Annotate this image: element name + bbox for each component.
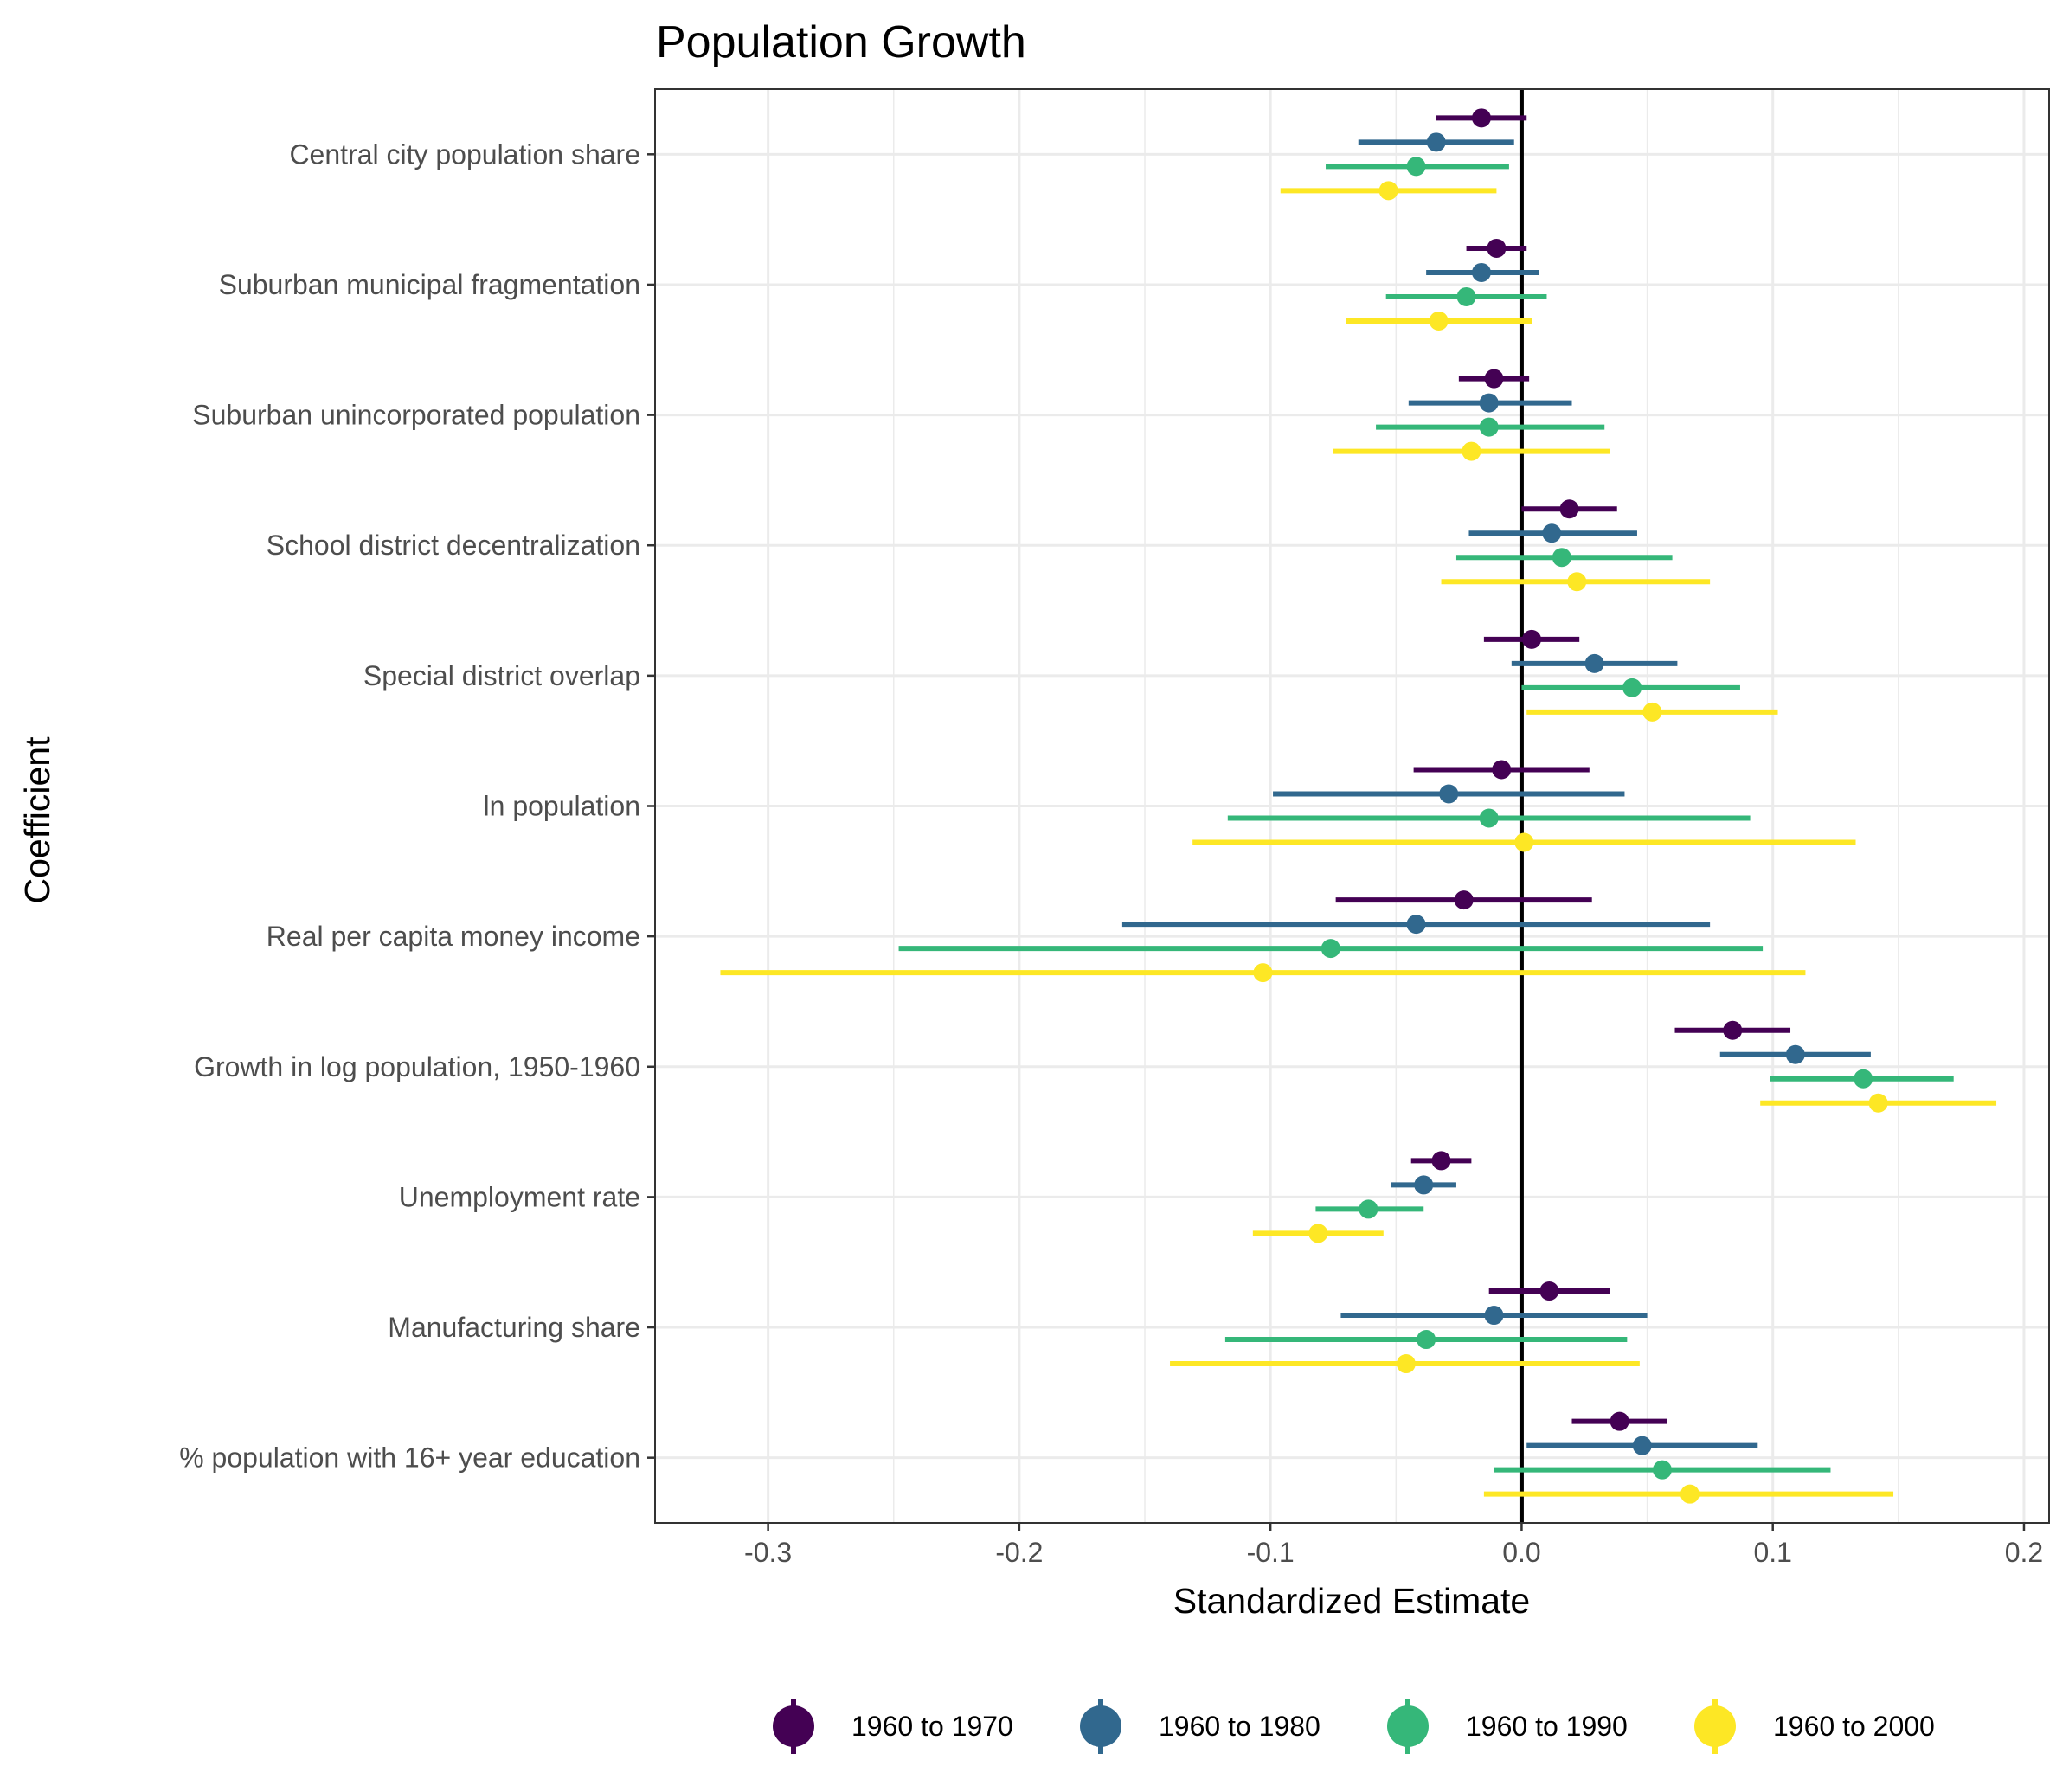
legend-label: 1960 to 1990 xyxy=(1466,1711,1628,1742)
point-estimate xyxy=(1552,548,1571,568)
y-tick-label: Special district overlap xyxy=(363,660,640,691)
point-estimate xyxy=(1854,1069,1873,1089)
point-estimate xyxy=(1426,132,1446,152)
point-estimate xyxy=(1439,784,1459,804)
point-estimate xyxy=(1785,1044,1805,1064)
legend-item-4: 1960 to 2000 xyxy=(1694,1699,1935,1754)
y-tick-label: Real per capita money income xyxy=(267,921,640,952)
point-estimate xyxy=(1414,1175,1434,1195)
axis-layer: -0.3 -0.2 -0.1 0.0 0.1 0.2 Central city popula… xyxy=(179,138,2043,1568)
point-estimate xyxy=(1868,1093,1888,1113)
point-estimate xyxy=(1471,108,1491,128)
legend-key-point xyxy=(1387,1705,1429,1747)
y-tick-label: Central city population share xyxy=(289,138,640,170)
legend-item-1: 1960 to 1970 xyxy=(773,1699,1013,1754)
point-estimate xyxy=(1378,181,1398,201)
series-4 xyxy=(720,181,1997,1504)
point-estimate xyxy=(1462,441,1481,461)
point-estimate xyxy=(1479,393,1499,413)
point-estimate xyxy=(1542,523,1562,543)
y-tick-label: % population with 16+ year education xyxy=(179,1442,640,1474)
point-estimate xyxy=(1253,963,1273,983)
x-tick-label: 0.2 xyxy=(2005,1537,2043,1568)
point-estimate xyxy=(1417,1330,1436,1350)
point-estimate xyxy=(1584,653,1604,673)
point-estimate xyxy=(1610,1411,1629,1431)
grid-layer xyxy=(655,89,2049,1523)
point-estimate xyxy=(1431,1151,1451,1171)
point-estimate xyxy=(1723,1020,1743,1040)
x-tick-label: 0.0 xyxy=(1502,1537,1540,1568)
legend-label: 1960 to 1980 xyxy=(1159,1711,1320,1742)
x-tick-label: -0.1 xyxy=(1247,1537,1295,1568)
point-estimate xyxy=(1487,238,1507,258)
y-tick-label: Suburban municipal fragmentation xyxy=(219,269,640,300)
y-tick-label: Growth in log population, 1950-1960 xyxy=(194,1051,640,1082)
legend-label: 1960 to 2000 xyxy=(1773,1711,1935,1742)
point-estimate xyxy=(1492,760,1512,780)
point-estimate xyxy=(1567,572,1587,592)
y-tick-label: Unemployment rate xyxy=(399,1181,640,1212)
y-tick-label: ln population xyxy=(484,791,640,822)
point-estimate xyxy=(1320,939,1340,959)
point-estimate xyxy=(1652,1460,1672,1480)
point-estimate xyxy=(1514,832,1534,852)
point-estimate xyxy=(1522,629,1542,649)
x-tick-label: -0.2 xyxy=(995,1537,1043,1568)
legend-key-point xyxy=(773,1705,814,1747)
point-estimate xyxy=(1479,808,1499,828)
x-axis-title: Standardized Estimate xyxy=(1173,1581,1531,1621)
legend-label: 1960 to 1970 xyxy=(851,1711,1013,1742)
y-axis-title: Coefficient xyxy=(17,736,57,904)
point-estimate xyxy=(1454,890,1474,910)
y-tick-label: School district decentralization xyxy=(267,530,640,561)
point-estimate xyxy=(1484,1306,1504,1326)
point-estimate xyxy=(1308,1224,1328,1243)
x-tick-label: 0.1 xyxy=(1753,1537,1791,1568)
chart-title: Population Growth xyxy=(656,17,1026,67)
point-estimate xyxy=(1484,369,1504,389)
point-estimate xyxy=(1642,702,1662,722)
legend-item-3: 1960 to 1990 xyxy=(1387,1699,1628,1754)
point-estimate xyxy=(1559,499,1579,519)
point-estimate xyxy=(1539,1281,1559,1301)
point-estimate xyxy=(1406,915,1426,935)
y-tick-label: Suburban unincorporated population xyxy=(192,400,640,431)
x-tick-label: -0.3 xyxy=(744,1537,792,1568)
series-2 xyxy=(1121,132,1871,1455)
legend-key-point xyxy=(1694,1705,1736,1747)
point-estimate xyxy=(1479,417,1499,437)
series-3 xyxy=(898,157,1954,1480)
point-estimate xyxy=(1359,1199,1378,1219)
marks-layer xyxy=(720,108,1997,1504)
point-estimate xyxy=(1680,1484,1700,1504)
point-estimate xyxy=(1632,1436,1652,1455)
point-estimate xyxy=(1456,286,1476,306)
legend-item-2: 1960 to 1980 xyxy=(1080,1699,1320,1754)
series-1 xyxy=(1335,108,1791,1431)
point-estimate xyxy=(1406,157,1426,177)
legend-key-point xyxy=(1080,1705,1121,1747)
y-tick-label: Manufacturing share xyxy=(388,1312,640,1343)
point-estimate xyxy=(1429,311,1449,331)
point-estimate xyxy=(1471,262,1491,282)
point-estimate xyxy=(1622,678,1642,697)
point-estimate xyxy=(1396,1354,1416,1374)
legend: 1960 to 1970 1960 to 1980 1960 to 1990 1960… xyxy=(773,1699,1935,1754)
